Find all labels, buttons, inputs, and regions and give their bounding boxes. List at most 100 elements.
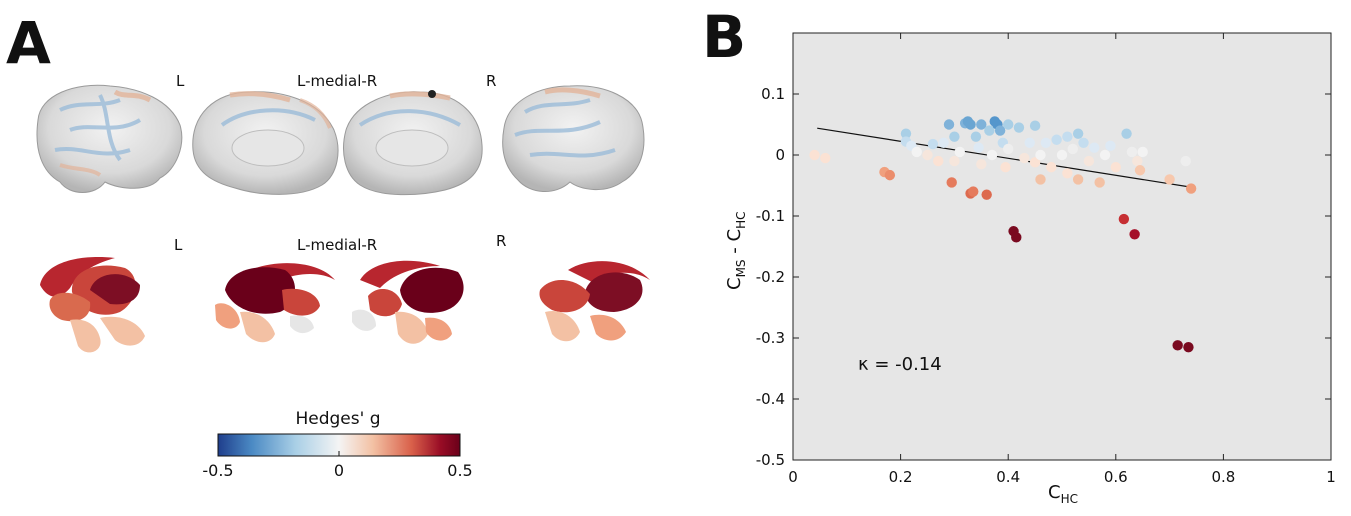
scatter-point bbox=[954, 146, 965, 158]
y-tick-label: -0.3 bbox=[756, 329, 785, 347]
scatter-point bbox=[1121, 128, 1132, 139]
y-tick-label: -0.1 bbox=[756, 207, 785, 225]
scatter-point bbox=[1185, 183, 1197, 194]
cortex-medial-right-icon bbox=[343, 90, 483, 196]
scatter-point bbox=[973, 142, 984, 153]
scatter-point bbox=[1035, 149, 1046, 161]
scatter-point bbox=[922, 149, 933, 161]
scatter-point bbox=[1129, 229, 1140, 240]
colorbar-title: Hedges' g bbox=[295, 409, 380, 429]
x-tick-label: 0.4 bbox=[996, 468, 1020, 486]
scatter-point bbox=[1183, 341, 1194, 353]
scatter-point bbox=[1062, 131, 1073, 142]
kappa-annotation: κ = -0.14 bbox=[858, 354, 942, 375]
scatter-point bbox=[1126, 146, 1138, 158]
colorbar-tick-mid: 0 bbox=[334, 461, 344, 480]
colorbar: Hedges' g -0.5 0 0.5 bbox=[202, 409, 472, 480]
scatter-point bbox=[1094, 177, 1105, 188]
subcortex-label-left: L bbox=[174, 236, 183, 254]
scatter-point bbox=[1056, 149, 1068, 161]
panel-b-letter: B bbox=[702, 3, 747, 71]
scatter-points bbox=[809, 116, 1197, 353]
x-axis-label: CHC bbox=[1048, 482, 1078, 506]
scatter-point bbox=[1105, 140, 1116, 152]
x-tick-label: 0.2 bbox=[889, 468, 913, 486]
subcortex-medial-left-icon bbox=[215, 263, 335, 343]
cortex-lateral-right-icon bbox=[502, 85, 645, 193]
panel-a-letter: A bbox=[6, 9, 51, 77]
scatter-plot: 0.10-0.1-0.2-0.3-0.4-0.5 0 0.2 0.4 0.6 0.8 1 … bbox=[724, 32, 1336, 506]
scatter-point bbox=[1132, 155, 1143, 167]
plot-area bbox=[792, 32, 1332, 461]
scatter-point bbox=[1013, 122, 1025, 133]
scatter-point bbox=[1137, 146, 1148, 158]
y-axis: 0.1 0 -0.1 -0.2 -0.3 -0.4 -0.5 bbox=[756, 85, 1331, 469]
scatter-point bbox=[976, 119, 987, 130]
scatter-point bbox=[1067, 143, 1078, 155]
scatter-point bbox=[949, 131, 960, 142]
subcortex-medial-right-icon bbox=[352, 260, 464, 344]
y-tick-label: -0.5 bbox=[756, 451, 785, 469]
scatter-point bbox=[943, 119, 955, 130]
scatter-point bbox=[1072, 174, 1084, 185]
scatter-point bbox=[1099, 149, 1111, 161]
cortex-medial-left-icon bbox=[192, 91, 339, 195]
scatter-point bbox=[1083, 155, 1095, 167]
x-tick-label: 0.8 bbox=[1211, 468, 1235, 486]
subcortex-label-right: R bbox=[496, 232, 507, 250]
fit-line bbox=[817, 127, 1189, 188]
scatter-point bbox=[1110, 162, 1121, 173]
scatter-point bbox=[1000, 162, 1011, 173]
scatter-point bbox=[1062, 168, 1073, 179]
x-tick-label: 0 bbox=[788, 468, 798, 486]
scatter-point bbox=[970, 131, 982, 142]
scatter-point bbox=[1164, 174, 1175, 185]
scatter-point bbox=[911, 146, 922, 158]
scatter-point bbox=[949, 155, 960, 167]
scatter-point bbox=[933, 155, 944, 167]
scatter-point bbox=[1011, 232, 1022, 243]
scatter-point bbox=[1172, 340, 1183, 351]
scatter-point bbox=[1040, 137, 1052, 148]
scatter-point bbox=[900, 128, 912, 139]
scatter-point bbox=[1003, 119, 1014, 130]
scatter-point bbox=[1035, 174, 1046, 185]
scatter-point bbox=[1024, 137, 1035, 148]
scatter-point bbox=[994, 125, 1006, 136]
scatter-point bbox=[1072, 128, 1084, 139]
brain-illustrations bbox=[36, 84, 650, 353]
y-axis-label: CMS - CHC bbox=[724, 212, 748, 290]
scatter-point bbox=[884, 169, 896, 181]
scatter-point bbox=[1051, 134, 1062, 145]
scatter-point bbox=[927, 138, 939, 150]
x-tick-label: 0.6 bbox=[1104, 468, 1128, 486]
scatter-point bbox=[968, 186, 979, 197]
scatter-point bbox=[986, 149, 998, 161]
y-tick-label: 0 bbox=[775, 146, 785, 164]
cortex-label-right: R bbox=[486, 72, 497, 90]
cortex-label-medial: L-medial-R bbox=[297, 72, 378, 90]
scatter-point bbox=[1046, 162, 1057, 173]
scatter-point bbox=[1089, 142, 1100, 153]
scatter-point bbox=[965, 119, 976, 130]
scatter-point bbox=[1003, 143, 1014, 155]
y-tick-label: -0.4 bbox=[756, 390, 785, 408]
scatter-point bbox=[938, 137, 949, 148]
scatter-point bbox=[1029, 120, 1041, 131]
x-tick-label: 1 bbox=[1326, 468, 1336, 486]
colorbar-tick-max: 0.5 bbox=[447, 461, 472, 480]
scatter-point bbox=[1078, 137, 1089, 148]
subcortex-left-icon bbox=[40, 257, 145, 353]
scatter-point bbox=[976, 158, 987, 170]
scatter-point bbox=[820, 152, 831, 164]
scatter-point bbox=[1180, 155, 1191, 167]
subcortex-label-medial: L-medial-R bbox=[297, 236, 378, 254]
scatter-point bbox=[981, 189, 992, 200]
cortex-label-left: L bbox=[176, 72, 185, 90]
scatter-point bbox=[1019, 152, 1030, 164]
scatter-point bbox=[809, 149, 820, 161]
colorbar-tick-min: -0.5 bbox=[202, 461, 233, 480]
y-tick-label: -0.2 bbox=[756, 268, 785, 286]
scatter-point bbox=[1029, 157, 1041, 168]
scatter-point bbox=[946, 177, 957, 188]
